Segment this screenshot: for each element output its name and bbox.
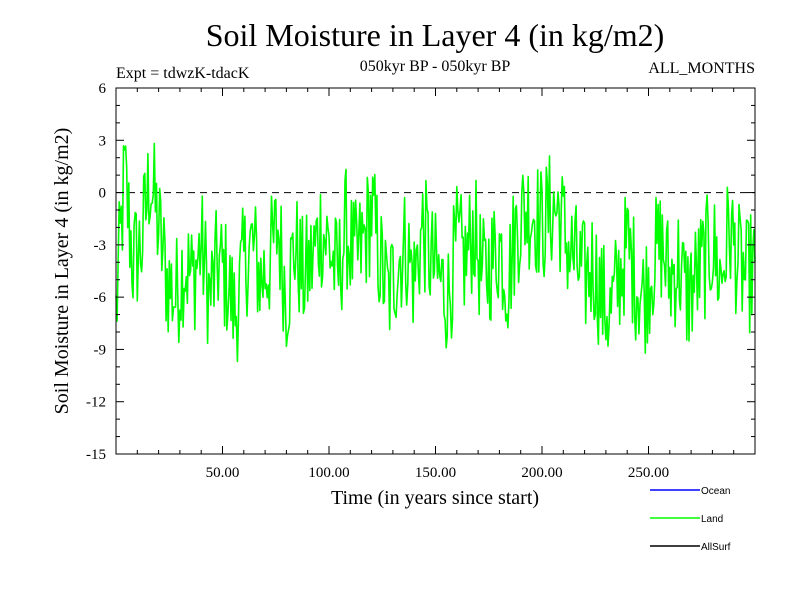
x-tick-label: 200.00 <box>521 465 562 481</box>
y-tick-label: -15 <box>86 447 106 463</box>
x-tick-label: 150.00 <box>415 465 456 481</box>
x-tick-label: 100.00 <box>308 465 349 481</box>
y-tick-label: -12 <box>86 395 106 411</box>
y-tick-label: 3 <box>99 133 107 149</box>
axes-layer: 6 3 0 -3 -6 -9 -12 -15 50.00 100.00 150.00 200.00 25… <box>86 81 756 481</box>
months-label: ALL_MONTHS <box>648 60 755 77</box>
x-tick-label: 250.00 <box>628 465 669 481</box>
x-axis-label: Time (in years since start) <box>331 487 539 509</box>
x-tick-label: 50.00 <box>206 465 240 481</box>
y-axis-label: Soil Moisture in Layer 4 (in kg/m2) <box>51 128 73 415</box>
data-layer <box>115 142 756 363</box>
legend: Ocean Land AllSurf <box>650 486 731 553</box>
y-tick-label: 0 <box>99 186 107 202</box>
y-tick-label: -3 <box>94 238 107 254</box>
legend-label-allsurf: AllSurf <box>701 542 731 553</box>
y-tick-label: 6 <box>99 81 107 97</box>
period-label: 050kyr BP - 050kyr BP <box>360 58 511 75</box>
chart-title: Soil Moisture in Layer 4 (in kg/m2) <box>206 17 665 53</box>
y-tick-label: -6 <box>94 290 107 306</box>
legend-label-ocean: Ocean <box>701 486 730 497</box>
experiment-label: Expt = tdwzK-tdacK <box>116 65 250 82</box>
y-tick-label: -9 <box>94 342 107 358</box>
series-line-land <box>115 142 756 363</box>
legend-label-land: Land <box>701 514 723 525</box>
